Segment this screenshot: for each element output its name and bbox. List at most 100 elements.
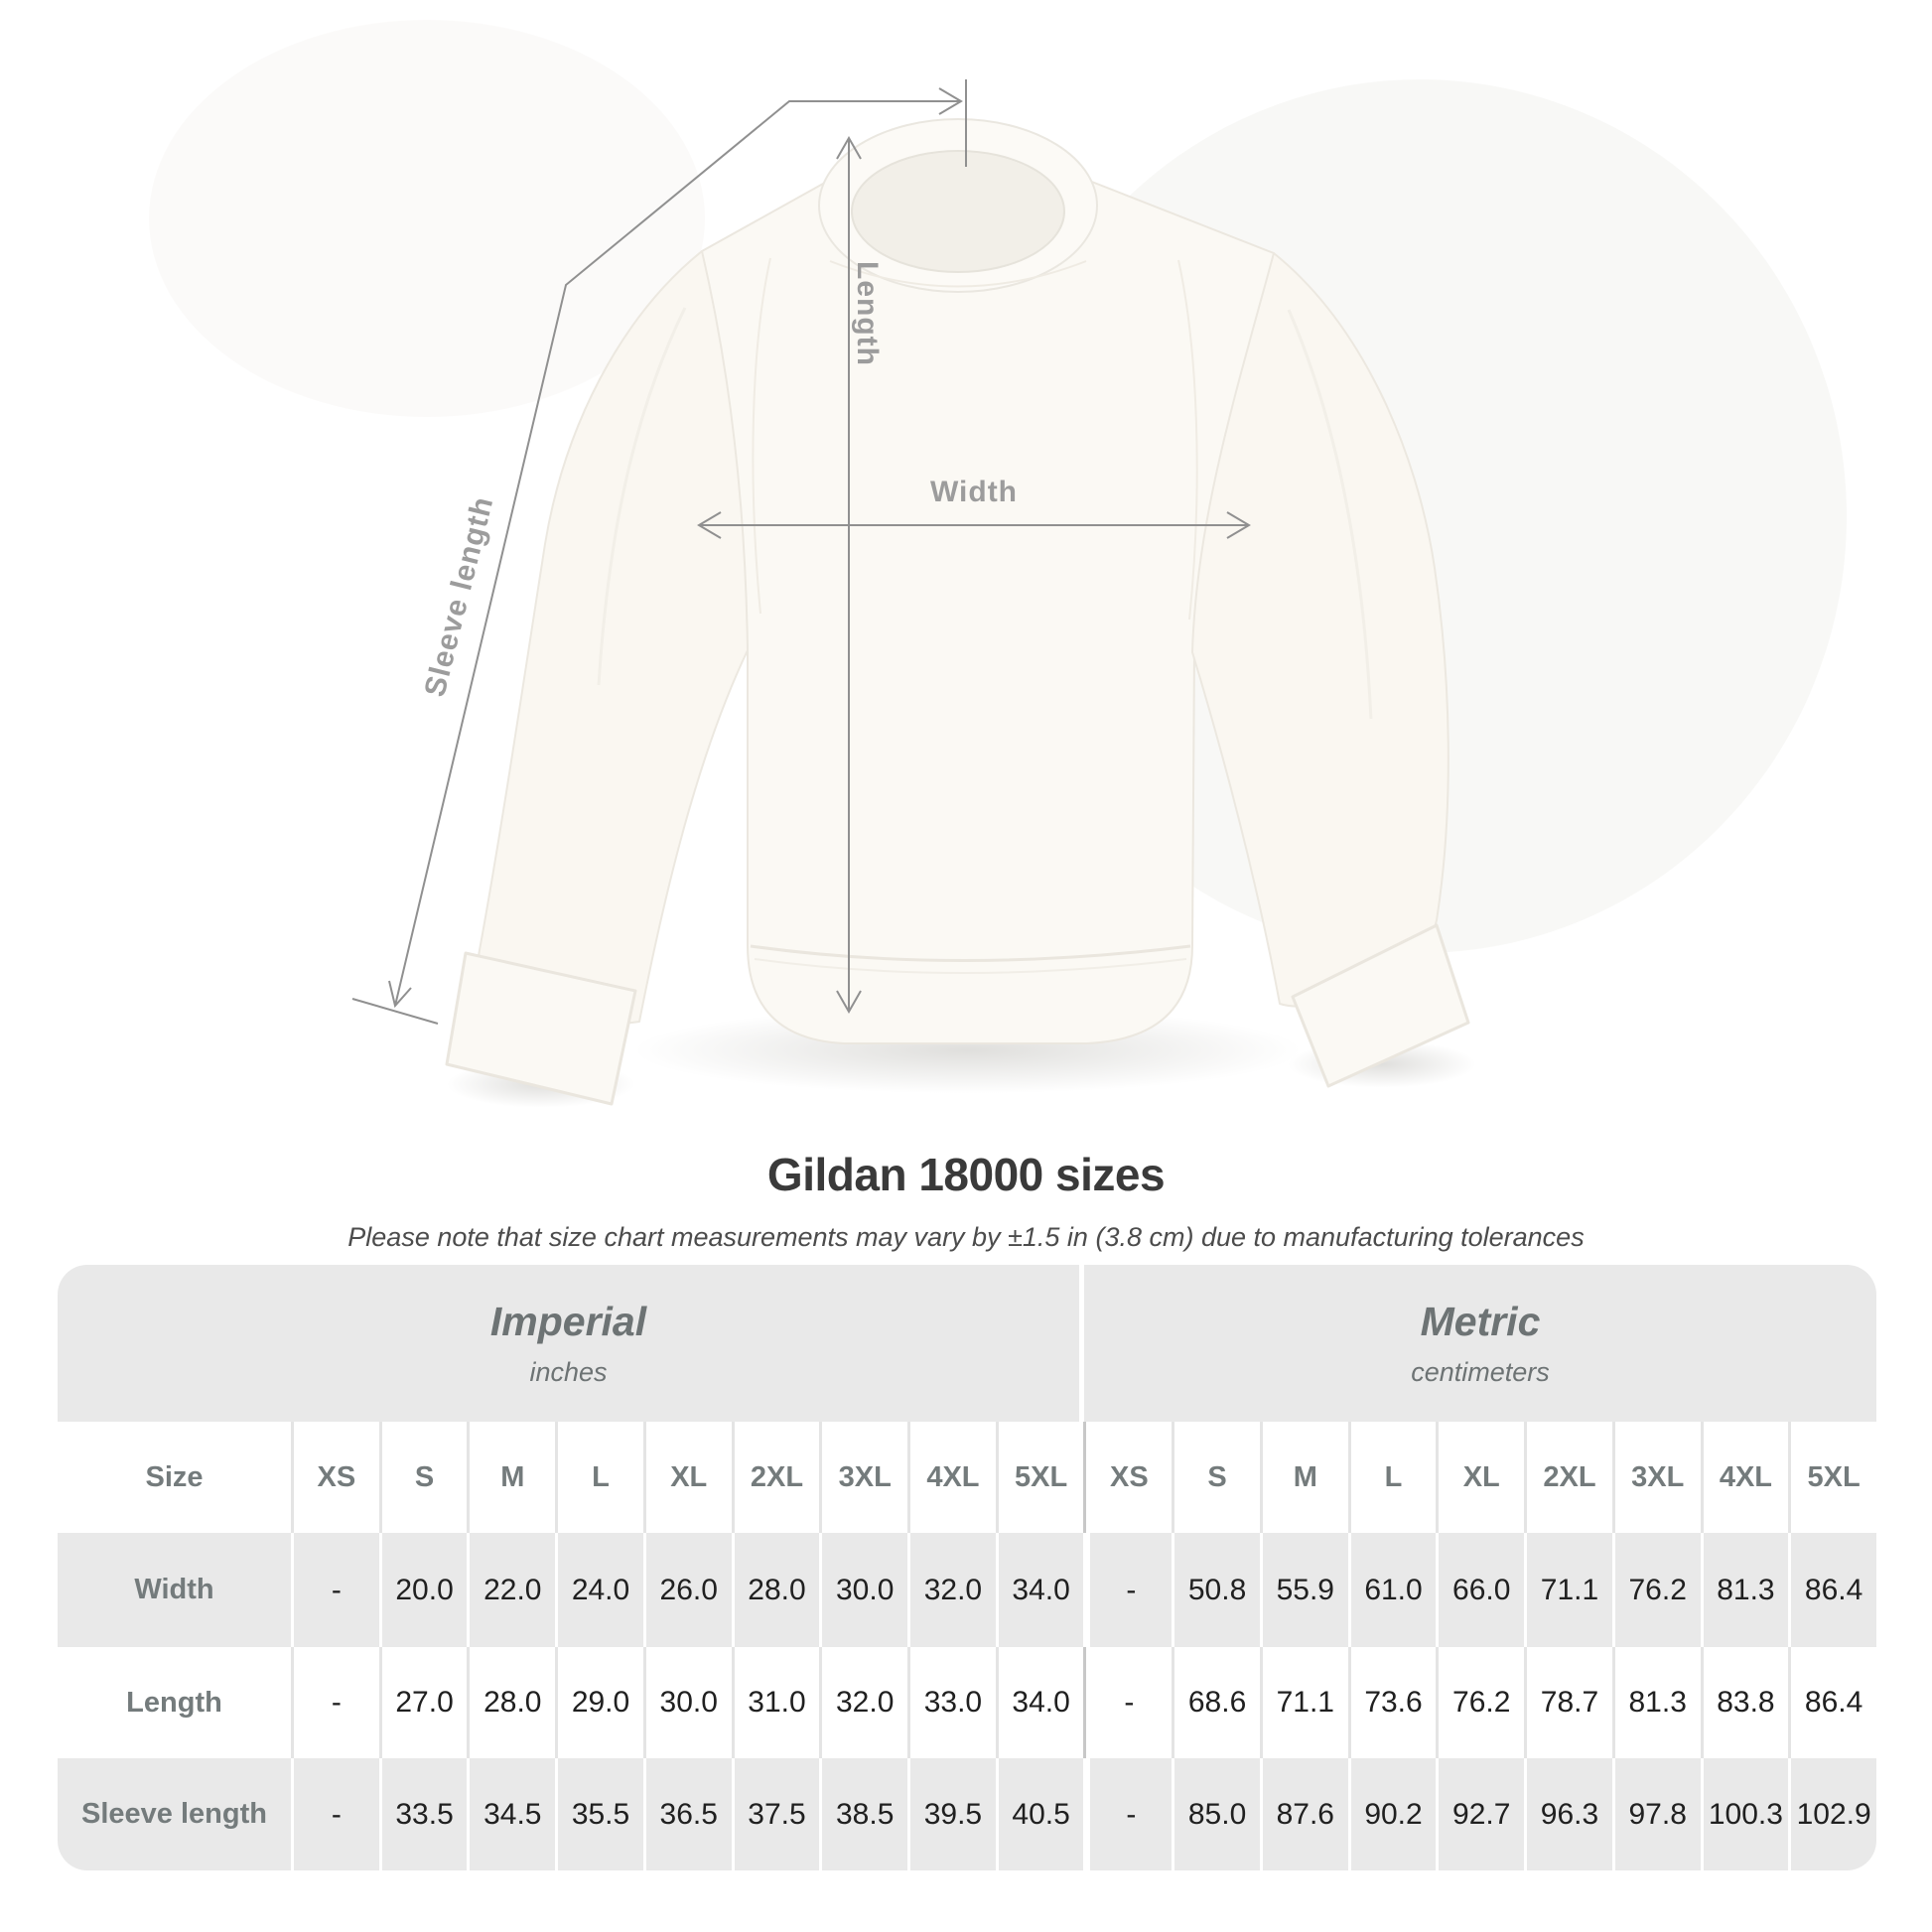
value-cell: - xyxy=(1083,1533,1172,1647)
sleeve-length-arrow xyxy=(351,79,967,1025)
metric-group-header: Metric centimeters xyxy=(1084,1265,1876,1422)
value-cell: 40.5 xyxy=(995,1758,1084,1870)
collar-inner xyxy=(851,150,1065,273)
value-cell: - xyxy=(291,1647,379,1758)
value-cell: 27.0 xyxy=(378,1647,468,1758)
value-cell: 35.5 xyxy=(555,1758,643,1870)
value-cell: 86.4 xyxy=(1788,1533,1876,1647)
value-cell: 20.0 xyxy=(378,1533,468,1647)
size-column-header: L xyxy=(555,1422,643,1533)
size-column-header: M xyxy=(467,1422,555,1533)
value-cell: 100.3 xyxy=(1700,1758,1789,1870)
size-column-header: L xyxy=(1347,1422,1437,1533)
size-column-header: XS xyxy=(291,1422,379,1533)
value-cell: 34.5 xyxy=(467,1758,555,1870)
length-label: Length xyxy=(851,261,884,366)
table-row: Length -27.0 28.0 29.0 30.0 31.0 32.0 33.0 34.0-… xyxy=(58,1647,1876,1758)
size-column-header: S xyxy=(1172,1422,1260,1533)
right-cuff xyxy=(1291,923,1470,1088)
row-label: Width xyxy=(134,1574,214,1605)
value-cell: 39.5 xyxy=(907,1758,996,1870)
sweatshirt-diagram xyxy=(351,79,1516,1118)
value-cell: 33.0 xyxy=(907,1647,996,1758)
size-column-header: S xyxy=(378,1422,468,1533)
value-cell: 29.0 xyxy=(555,1647,643,1758)
width-arrow xyxy=(697,511,1251,539)
size-column-header: 2XL xyxy=(1524,1422,1612,1533)
size-column-header: XS xyxy=(1083,1422,1172,1533)
value-cell: 34.0 xyxy=(995,1533,1084,1647)
value-cell: 34.0 xyxy=(995,1647,1084,1758)
value-cell: 24.0 xyxy=(555,1533,643,1647)
product-photo: Length Width Sleeve length xyxy=(351,79,1516,1118)
value-cell: 85.0 xyxy=(1172,1758,1260,1870)
value-cell: - xyxy=(1083,1758,1172,1870)
measurement-arrows xyxy=(351,79,1251,1025)
value-cell: 30.0 xyxy=(642,1647,732,1758)
size-column-header: M xyxy=(1259,1422,1348,1533)
metric-group-title: Metric xyxy=(1420,1299,1541,1344)
value-cell: 90.2 xyxy=(1347,1758,1437,1870)
value-cell: - xyxy=(1083,1647,1172,1758)
value-cell: - xyxy=(291,1533,379,1647)
value-cell: 33.5 xyxy=(378,1758,468,1870)
value-cell: 81.3 xyxy=(1611,1647,1701,1758)
value-cell: 97.8 xyxy=(1611,1758,1701,1870)
size-table: Imperial inches Metric centimeters Size X… xyxy=(58,1265,1876,1870)
size-column-header: 5XL xyxy=(995,1422,1084,1533)
value-cell: 37.5 xyxy=(731,1758,820,1870)
value-cell: 78.7 xyxy=(1524,1647,1612,1758)
imperial-group-header: Imperial inches xyxy=(58,1265,1079,1422)
sweatshirt-body xyxy=(701,164,1275,1044)
value-cell: 36.5 xyxy=(642,1758,732,1870)
value-cell: 28.0 xyxy=(467,1647,555,1758)
value-cell: 81.3 xyxy=(1700,1533,1789,1647)
size-column-header: 3XL xyxy=(1611,1422,1701,1533)
value-cell: 76.2 xyxy=(1611,1533,1701,1647)
size-column-header: 4XL xyxy=(1700,1422,1789,1533)
value-cell: 22.0 xyxy=(467,1533,555,1647)
value-cell: 71.1 xyxy=(1524,1533,1612,1647)
value-cell: 76.2 xyxy=(1436,1647,1524,1758)
value-cell: 96.3 xyxy=(1524,1758,1612,1870)
value-cell: 31.0 xyxy=(731,1647,820,1758)
imperial-group-title: Imperial xyxy=(489,1299,647,1344)
size-column-header: XL xyxy=(1436,1422,1524,1533)
value-cell: 26.0 xyxy=(642,1533,732,1647)
length-arrow xyxy=(836,135,862,1015)
tolerance-note: Please note that size chart measurements… xyxy=(347,1222,1585,1252)
table-row: Width -20.0 22.0 24.0 26.0 28.0 30.0 32.0 34.0-5… xyxy=(58,1533,1876,1647)
table-body: Width -20.0 22.0 24.0 26.0 28.0 30.0 32.0 34.0-5… xyxy=(58,1533,1876,1870)
row-label: Length xyxy=(126,1686,222,1719)
size-header-row: Size XS S M L XL 2XL 3XL 4XL 5XL XS S M L XL 2XL 3XL 4XL 5… xyxy=(58,1422,1876,1533)
size-column-header: 5XL xyxy=(1788,1422,1876,1533)
size-column-header: 4XL xyxy=(907,1422,996,1533)
value-cell: 55.9 xyxy=(1259,1533,1348,1647)
value-cell: 28.0 xyxy=(731,1533,820,1647)
value-cell: 61.0 xyxy=(1347,1533,1437,1647)
width-label: Width xyxy=(929,476,1019,508)
value-cell: 32.0 xyxy=(907,1533,996,1647)
value-cell: 30.0 xyxy=(819,1533,907,1647)
unit-group-header-row: Imperial inches Metric centimeters xyxy=(58,1265,1876,1422)
value-cell: 50.8 xyxy=(1172,1533,1260,1647)
page-title: Gildan 18000 sizes xyxy=(766,1149,1166,1200)
value-cell: 66.0 xyxy=(1436,1533,1524,1647)
value-cell: 73.6 xyxy=(1347,1647,1437,1758)
table-row: Sleeve length - 33.5 34.5 35.5 36.5 37.5 38.5 39… xyxy=(58,1758,1876,1870)
value-cell: 32.0 xyxy=(819,1647,907,1758)
row-label: Sleeve length xyxy=(81,1798,267,1830)
size-column-header: 3XL xyxy=(819,1422,907,1533)
size-header-label: Size xyxy=(145,1460,204,1493)
left-cuff xyxy=(445,951,637,1106)
sweatshirt-illustration xyxy=(445,118,1470,1106)
value-cell: 87.6 xyxy=(1259,1758,1348,1870)
value-cell: 92.7 xyxy=(1436,1758,1524,1870)
value-cell: 38.5 xyxy=(819,1758,907,1870)
value-cell: 71.1 xyxy=(1259,1647,1348,1758)
value-cell: 83.8 xyxy=(1700,1647,1789,1758)
value-cell: 102.9 xyxy=(1788,1758,1876,1870)
value-cell: 86.4 xyxy=(1788,1647,1876,1758)
value-cell: 68.6 xyxy=(1172,1647,1260,1758)
